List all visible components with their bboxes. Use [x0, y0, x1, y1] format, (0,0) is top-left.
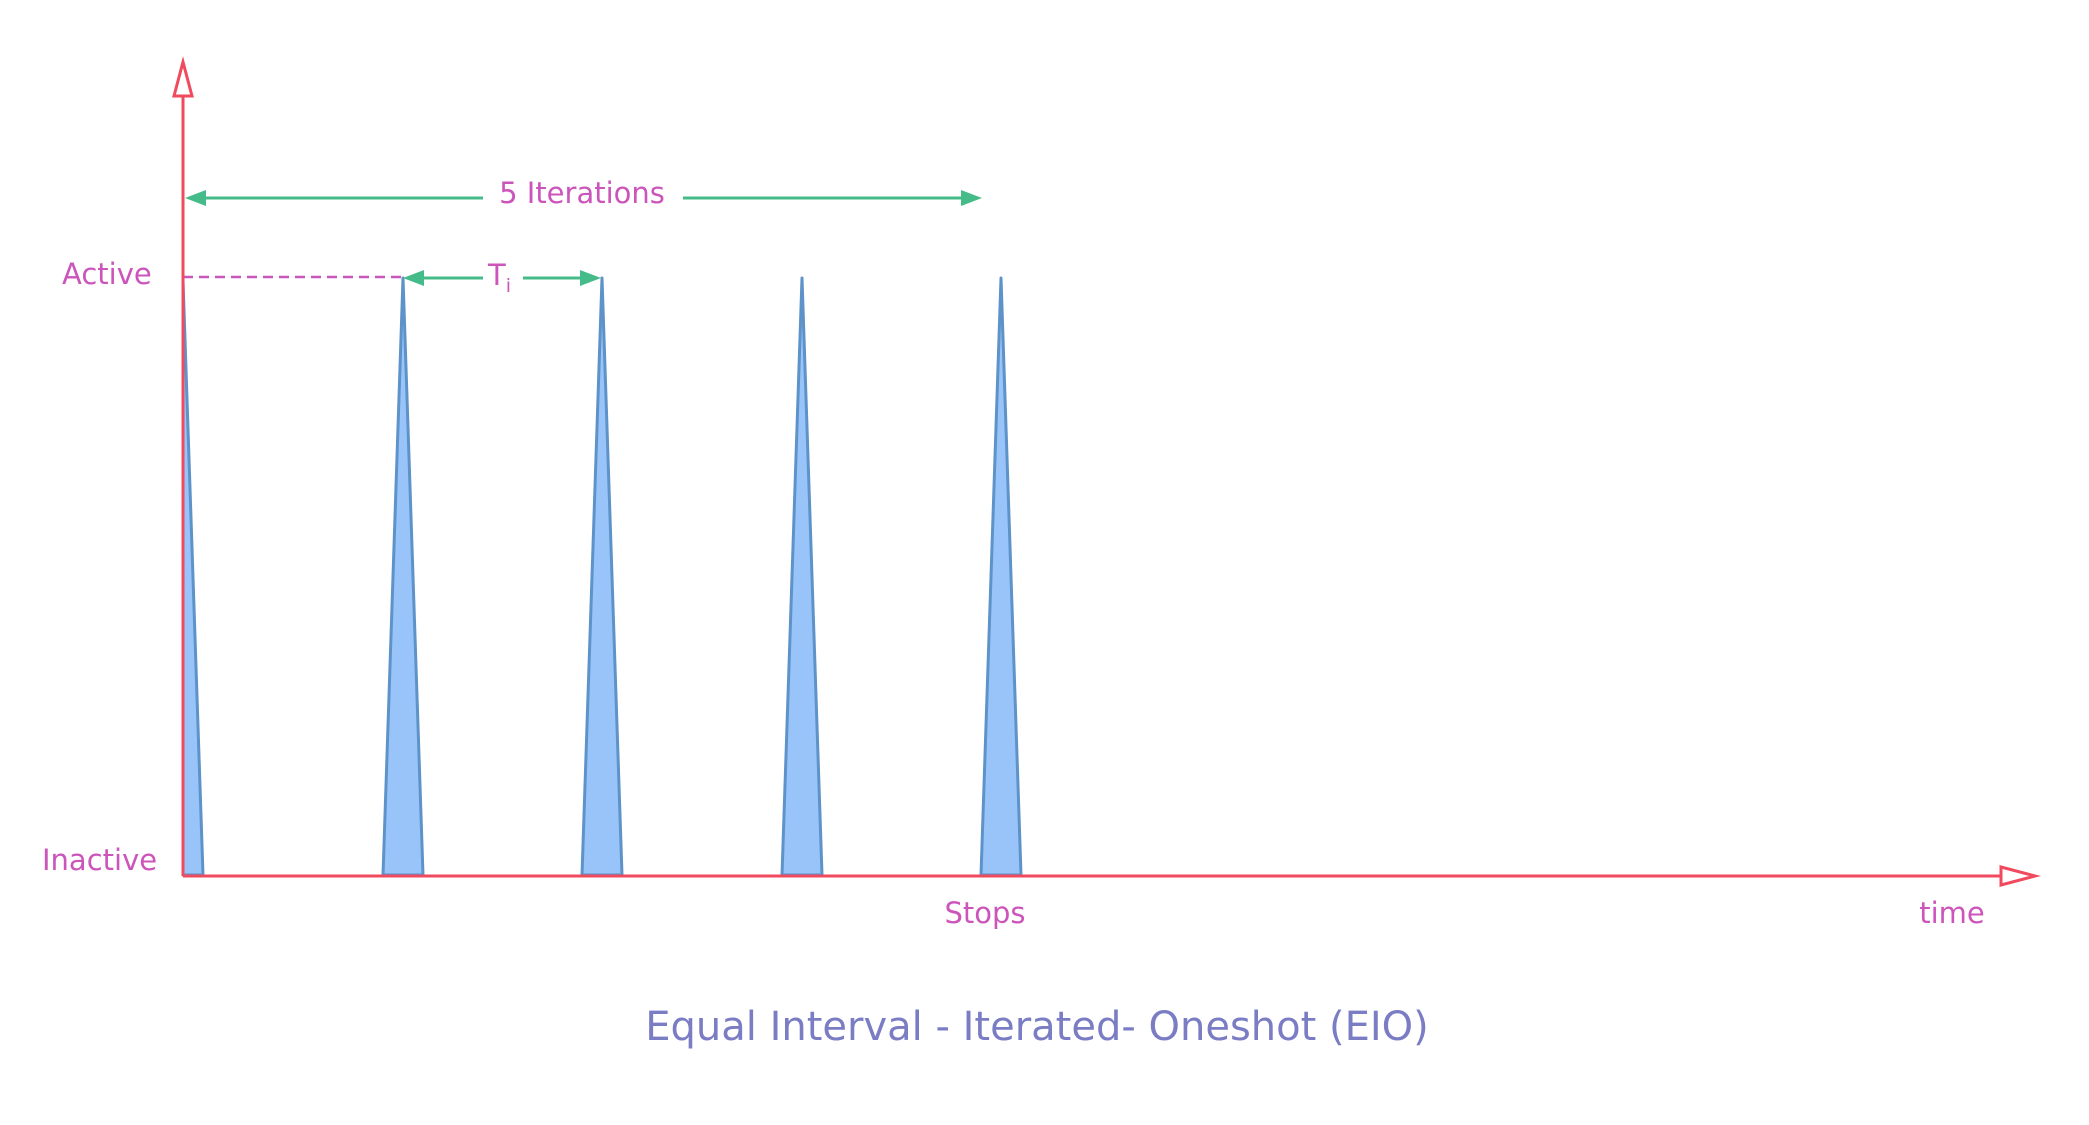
- x-axis: [183, 865, 2041, 887]
- interval-label: Ti: [487, 258, 511, 297]
- active-label: Active: [62, 257, 152, 291]
- pulse-3: [580, 276, 624, 877]
- y-axis-arrowhead: [172, 56, 194, 98]
- pulse-4: [780, 276, 824, 877]
- inactive-label: Inactive: [42, 843, 157, 877]
- time-label: time: [1919, 896, 1985, 930]
- iterations-arrow: [185, 190, 982, 206]
- pulse-group: [181, 276, 1023, 877]
- arrowhead-left-icon: [185, 190, 206, 206]
- x-axis-arrowhead: [1999, 865, 2041, 887]
- arrowhead-right-icon: [580, 270, 601, 286]
- pulse-2: [381, 276, 425, 877]
- interval-arrow: [403, 270, 601, 286]
- y-axis: [172, 56, 194, 876]
- iterations-label: 5 Iterations: [499, 176, 665, 210]
- arrowhead-right-icon: [961, 190, 982, 206]
- arrowhead-left-icon: [403, 270, 424, 286]
- pulse-5: [979, 276, 1023, 877]
- stops-label: Stops: [944, 896, 1025, 930]
- pulse-1: [181, 278, 205, 877]
- interval-label-subscript: i: [506, 275, 511, 297]
- interval-label-main: T: [487, 258, 506, 292]
- diagram-title: Equal Interval - Iterated- Oneshot (EIO): [645, 1004, 1429, 1050]
